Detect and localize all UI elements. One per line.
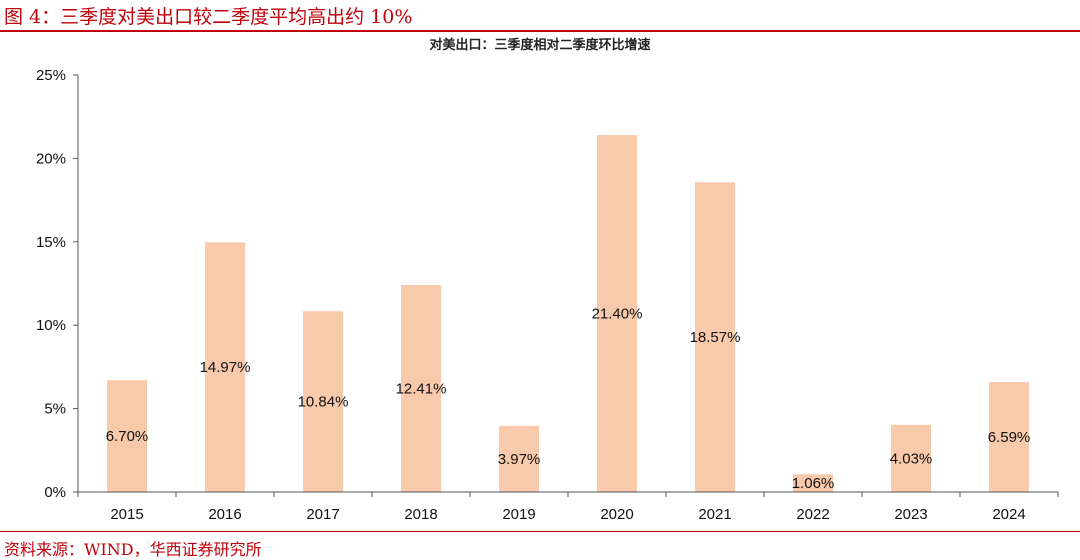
bar bbox=[695, 182, 735, 493]
y-tick-label: 15% bbox=[36, 234, 66, 251]
data-label: 3.97% bbox=[498, 451, 541, 468]
x-tick-label: 2016 bbox=[208, 506, 241, 523]
data-label: 10.84% bbox=[298, 394, 349, 411]
x-axis: 2015 2016 2017 2018 2019 2020 2021 2022 2023 2024 bbox=[77, 491, 1059, 523]
source-note: 资料来源：WIND，华西证券研究所 bbox=[4, 540, 262, 559]
y-tick-label: 5% bbox=[44, 401, 66, 418]
x-tick-label: 2020 bbox=[600, 506, 633, 523]
data-label: 6.59% bbox=[988, 429, 1031, 446]
bar bbox=[793, 474, 833, 492]
data-label: 14.97% bbox=[200, 359, 251, 376]
y-tick-label: 25% bbox=[36, 67, 66, 84]
x-tick-label: 2017 bbox=[306, 506, 339, 523]
bar-chart: 对美出口：三季度相对二季度环比增速 0%5%10%15%20%25% 2015 2… bbox=[36, 37, 1059, 523]
data-label: 1.06% bbox=[792, 475, 835, 492]
x-tick-label: 2022 bbox=[796, 506, 829, 523]
bar bbox=[107, 380, 147, 492]
chart-title: 对美出口：三季度相对二季度环比增速 bbox=[429, 37, 650, 53]
x-tick-label: 2021 bbox=[698, 506, 731, 523]
data-label: 6.70% bbox=[106, 428, 149, 445]
top-rule bbox=[0, 30, 1080, 32]
y-tick-label: 0% bbox=[44, 484, 66, 501]
bar bbox=[401, 285, 441, 492]
data-labels: 6.70% 14.97% 10.84% 12.41% 3.97% 21.40% 18.57%… bbox=[106, 306, 1031, 493]
y-axis: 0% 5% 10% 15% 20% 25% bbox=[36, 67, 79, 501]
bar bbox=[499, 425, 539, 492]
data-label: 4.03% bbox=[890, 450, 933, 467]
figure-title: 图 4：三季度对美出口较二季度平均高出约 10% bbox=[4, 6, 413, 28]
x-tick-label: 2019 bbox=[502, 506, 535, 523]
bar bbox=[891, 424, 931, 492]
x-tick-label: 2023 bbox=[894, 506, 927, 523]
y-tick-label: 20% bbox=[36, 150, 66, 167]
bars bbox=[107, 135, 1029, 493]
data-label: 21.40% bbox=[592, 306, 643, 323]
x-tick-label: 2018 bbox=[404, 506, 437, 523]
bar bbox=[205, 242, 245, 492]
y-tick-label: 10% bbox=[36, 317, 66, 334]
bar bbox=[597, 135, 637, 492]
bar bbox=[303, 311, 343, 492]
data-label: 12.41% bbox=[396, 381, 447, 398]
x-tick-label: 2015 bbox=[110, 506, 143, 523]
data-label: 18.57% bbox=[690, 329, 741, 346]
x-tick-label: 2024 bbox=[992, 506, 1025, 523]
bar bbox=[989, 382, 1029, 492]
bottom-rule bbox=[0, 531, 1080, 532]
